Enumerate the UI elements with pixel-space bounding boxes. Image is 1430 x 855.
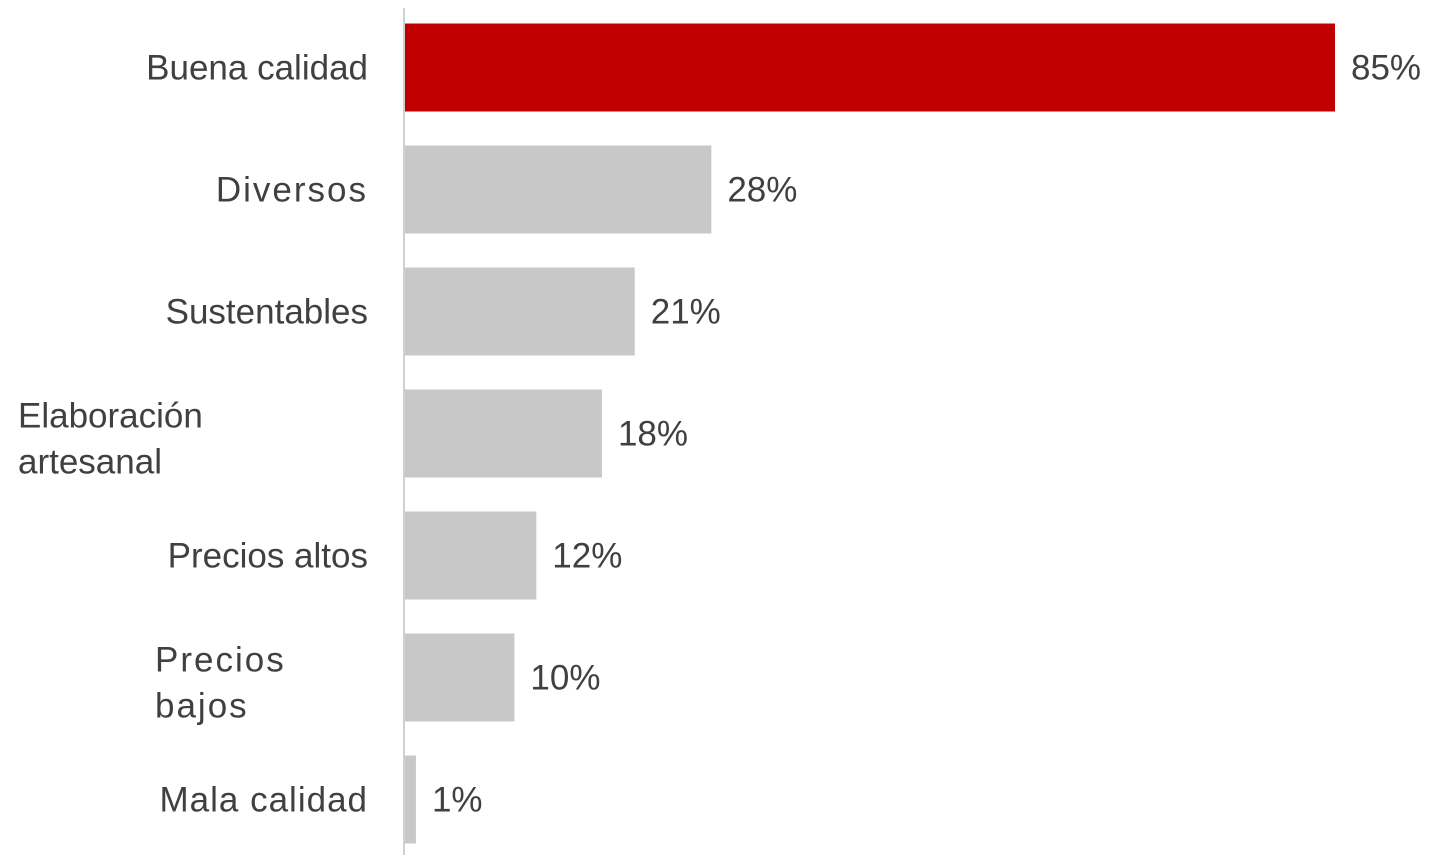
bar-diversos — [405, 145, 712, 234]
bar-buena-calidad — [405, 23, 1335, 112]
category-label-mala-calidad: Mala calidad — [160, 781, 369, 820]
value-label-mala-calidad: 1% — [432, 781, 483, 820]
value-labels-group: 85% 28% 21% 18% 12% 10% 1% — [432, 49, 1421, 820]
bars-group — [405, 23, 1335, 844]
value-label-buena-calidad: 85% — [1351, 49, 1421, 88]
value-label-diversos: 28% — [727, 171, 797, 210]
bar-sustentables — [405, 267, 635, 356]
category-label-buena-calidad: Buena calidad — [146, 49, 368, 88]
bar-precios-bajos — [405, 633, 515, 722]
value-label-elaboracion-artesanal: 18% — [618, 415, 688, 454]
value-label-precios-bajos: 10% — [530, 659, 600, 698]
category-label-elaboracion-artesanal: Elaboración artesanal — [18, 397, 203, 482]
bar-mala-calidad — [405, 755, 416, 844]
category-label-diversos: Diversos — [216, 171, 368, 210]
category-labels-group: Buena calidad Diversos Sustentables Elabora… — [18, 49, 368, 820]
category-label-sustentables: Sustentables — [166, 293, 368, 332]
category-label-precios-altos: Precios altos — [168, 537, 368, 576]
bar-elaboracion-artesanal — [405, 389, 602, 478]
category-label-precios-bajos: Precios bajos — [155, 641, 286, 726]
value-label-sustentables: 21% — [651, 293, 721, 332]
bar-precios-altos — [405, 511, 537, 600]
value-label-precios-altos: 12% — [552, 537, 622, 576]
